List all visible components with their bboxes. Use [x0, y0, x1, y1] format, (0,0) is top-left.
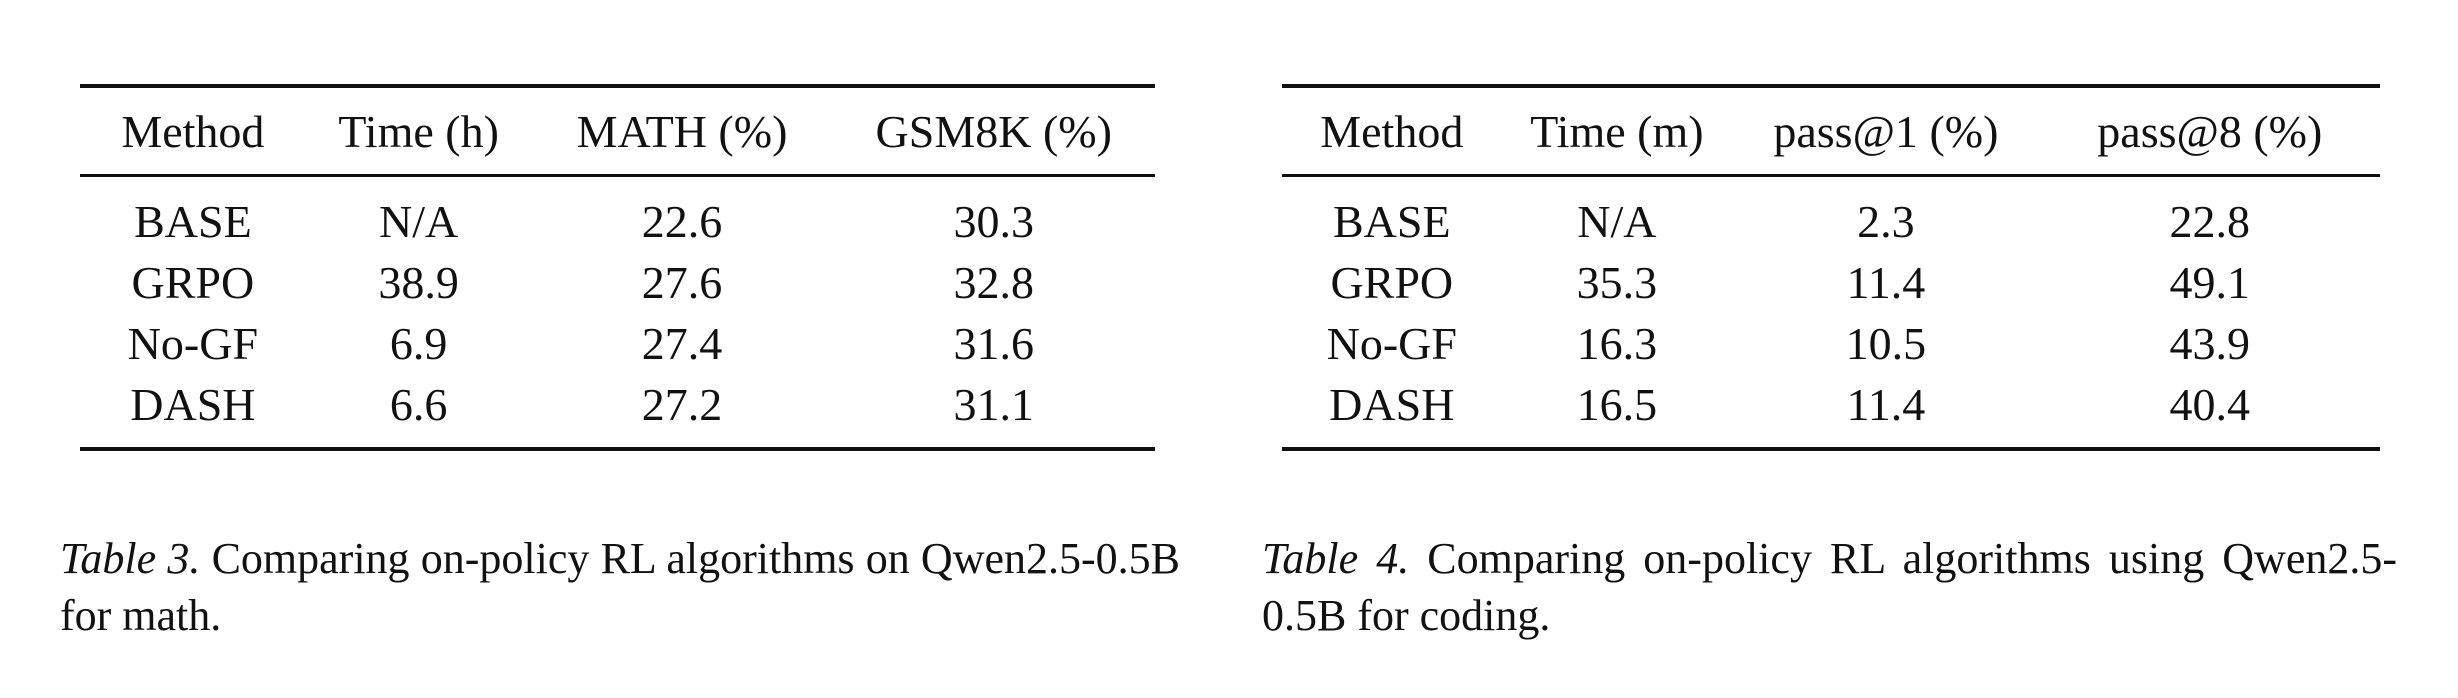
table-cell: 30.3: [953, 196, 1035, 247]
column-header: pass@8 (%): [2097, 105, 2323, 157]
table-cell: 27.6: [641, 257, 723, 308]
table-cell: 2.3: [1857, 196, 1915, 247]
table-4-caption: Table 4. Comparing on-policy RL algorith…: [1262, 530, 2397, 644]
table-cell: N/A: [379, 196, 459, 247]
table-row: BASE N/A 22.6 30.3: [80, 176, 1155, 253]
table-cell: 22.8: [2169, 196, 2251, 247]
table-cell: 38.9: [378, 257, 459, 308]
column-header: Method: [121, 105, 265, 157]
table-3-caption: Table 3. Comparing on-policy RL algorith…: [60, 530, 1180, 644]
table-cell: No-GF: [127, 318, 259, 369]
table-header-row: Method Time (m) pass@1 (%) pass@8 (%): [1282, 86, 2380, 176]
column-header: Method: [1320, 105, 1464, 157]
table-row: BASE N/A 2.3 22.8: [1282, 176, 2380, 253]
column-header: MATH (%): [576, 105, 788, 157]
table-row: DASH 16.5 11.4 40.4: [1282, 374, 2380, 449]
table-cell: 27.4: [641, 318, 723, 369]
table-cell: BASE: [134, 196, 252, 247]
table-cell: GRPO: [1330, 257, 1454, 308]
table-cell: 35.3: [1576, 257, 1658, 308]
table-row: GRPO 35.3 11.4 49.1: [1282, 252, 2380, 313]
table-cell: GRPO: [131, 257, 255, 308]
column-header: Time (m): [1530, 105, 1704, 157]
caption-label: Table 4.: [1262, 534, 1410, 583]
table-cell: 31.6: [953, 318, 1035, 369]
table-header-row: Method Time (h) MATH (%) GSM8K (%): [80, 86, 1155, 176]
column-header: Time (h): [338, 105, 499, 157]
table-cell: 16.5: [1576, 379, 1658, 430]
table-cell: DASH: [130, 379, 256, 430]
table-cell: 40.4: [2169, 379, 2251, 430]
table-3-grid: Method Time (h) MATH (%) GSM8K (%) BASE …: [80, 84, 1155, 451]
table-3: Method Time (h) MATH (%) GSM8K (%) BASE …: [80, 84, 1155, 451]
table-cell: BASE: [1333, 196, 1451, 247]
table-cell: 11.4: [1846, 379, 1926, 430]
table-row: GRPO 38.9 27.6 32.8: [80, 252, 1155, 313]
table-4-grid: Method Time (m) pass@1 (%) pass@8 (%) BA…: [1282, 84, 2380, 451]
table-cell: 22.6: [641, 196, 723, 247]
table-cell: DASH: [1329, 379, 1455, 430]
table-cell: N/A: [1577, 196, 1657, 247]
table-cell: 6.6: [389, 379, 448, 430]
caption-text: Comparing on-policy RL algorithms on Qwe…: [60, 534, 1181, 640]
table-row: DASH 6.6 27.2 31.1: [80, 374, 1155, 449]
table-cell: 31.1: [953, 379, 1035, 430]
table-cell: 10.5: [1845, 318, 1927, 369]
caption-text: Comparing on-policy RL algorithms using …: [1262, 534, 2397, 640]
table-cell: 43.9: [2169, 318, 2251, 369]
table-cell: 11.4: [1846, 257, 1926, 308]
caption-label: Table 3.: [60, 534, 201, 583]
table-row: No-GF 6.9 27.4 31.6: [80, 313, 1155, 374]
column-header: GSM8K (%): [875, 105, 1112, 157]
table-cell: No-GF: [1326, 318, 1457, 369]
table-cell: 6.9: [389, 318, 448, 369]
table-4: Method Time (m) pass@1 (%) pass@8 (%) BA…: [1282, 84, 2380, 451]
table-row: No-GF 16.3 10.5 43.9: [1282, 313, 2380, 374]
table-cell: 16.3: [1576, 318, 1658, 369]
table-cell: 32.8: [953, 257, 1035, 308]
table-cell: 49.1: [2169, 257, 2251, 308]
column-header: pass@1 (%): [1773, 105, 1999, 157]
table-cell: 27.2: [641, 379, 723, 430]
